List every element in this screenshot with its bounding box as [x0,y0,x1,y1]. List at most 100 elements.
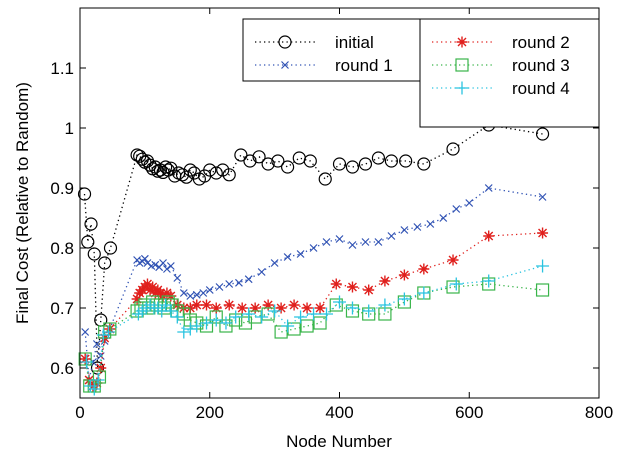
data-point [447,254,459,266]
data-point [186,292,195,300]
data-point [371,151,386,165]
data-point [446,142,460,156]
data-point [103,241,118,255]
data-point [223,299,235,311]
legend-marker [455,81,469,95]
legend-label: round 1 [335,56,393,75]
data-point [179,170,193,184]
y-tick-label: 0.6 [50,359,74,378]
data-point [275,302,287,314]
data-point [81,328,90,336]
data-point [190,319,204,333]
data-point [449,277,463,291]
data-point [141,278,153,290]
data-point [538,193,547,201]
data-point [261,157,275,171]
series-line-round-4 [85,265,543,391]
data-point [159,160,173,174]
data-point [288,299,300,311]
data-point [426,220,435,228]
data-point [335,235,344,243]
data-point [78,352,92,366]
series-round-4 [79,259,550,396]
data-point [143,259,152,267]
data-point [96,328,110,342]
data-point [300,319,314,333]
data-point [177,325,191,339]
data-point [303,154,317,168]
data-point [163,265,171,273]
data-point [329,298,343,312]
data-point [91,373,105,387]
data-point [418,263,430,275]
legend-item-round-2: round 2 [432,33,570,52]
data-point [537,227,549,239]
data-point [535,127,550,141]
series-layer [77,118,550,396]
data-point [183,322,197,336]
legend-label: initial [335,33,374,52]
data-point [358,157,373,171]
data-point [384,154,398,168]
data-point [242,307,256,321]
data-point [255,310,269,324]
data-point [79,355,93,369]
data-point [209,166,223,180]
legend-label: round 2 [512,33,570,52]
data-point [140,254,149,263]
data-point [271,154,285,168]
data-point [147,281,159,293]
data-point [205,286,214,294]
data-point [173,274,182,282]
data-point [318,172,332,186]
data-point [307,307,321,321]
legend-label: round 3 [512,56,570,75]
data-point [281,160,295,174]
data-point [320,307,334,321]
data-point [330,278,342,290]
legend-item-round-1: round 1 [255,56,393,75]
data-point [417,157,431,171]
data-point [314,302,326,314]
data-point [413,223,422,231]
data-point [439,214,448,222]
data-point [151,260,160,269]
data-point [387,232,396,240]
data-point [257,268,266,276]
data-point [322,238,331,246]
data-point [229,310,243,324]
legend-marker [281,61,289,69]
data-point [345,301,359,315]
data-point [159,259,167,267]
data-point [249,302,261,314]
data-point [215,283,224,291]
data-point [483,230,495,242]
data-point [170,310,184,324]
data-point [252,150,266,164]
data-point [452,205,461,213]
data-point [243,154,257,168]
data-point [346,281,358,293]
data-point [84,217,98,231]
legend-label: round 4 [512,79,570,98]
legend: initial round 1 round 2 round 3 round 4 [242,18,600,128]
data-point [345,160,360,174]
data-point [400,226,409,234]
data-point [482,274,496,288]
data-point [164,161,178,175]
data-point [348,241,357,249]
axes-layer: 0 200 400 600 800 0.6 0.7 0.8 0.9 1 1.1 [50,8,613,422]
data-point [87,247,101,261]
legend-box-1 [242,18,421,82]
legend-marker [455,58,469,72]
data-point [309,244,318,252]
data-point [484,184,493,192]
data-point [465,199,474,207]
data-point [192,290,201,299]
data-point [333,295,346,309]
data-point [98,256,112,270]
data-point [92,340,101,348]
data-point [262,299,274,311]
data-point [294,310,308,324]
